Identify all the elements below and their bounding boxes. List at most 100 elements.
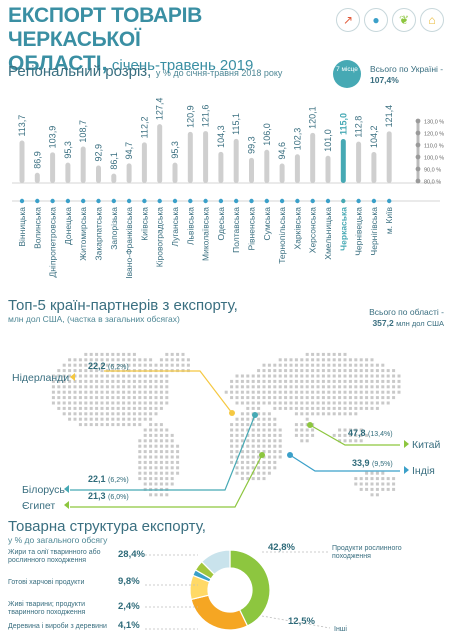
category-dot-18	[295, 198, 300, 204]
category-dot-11	[188, 198, 193, 204]
country-marker-3[interactable]	[252, 412, 258, 418]
leader-line-2	[289, 454, 400, 472]
category-dot-7	[126, 198, 132, 204]
partners-total: Всього по області - 357,2 млн дол США	[350, 307, 444, 329]
donut-value-0: 42,8%	[268, 542, 295, 553]
scale-tick-label-4: 120,0 %	[424, 132, 444, 138]
partners-heading-block: Топ-5 країн-партнерів з експорту, млн до…	[8, 297, 238, 324]
person-icon[interactable]: ●	[364, 8, 388, 32]
title-period: січень-травень 2019	[111, 57, 254, 74]
pointer-2	[404, 466, 409, 474]
title-line1: ЕКСПОРТ ТОВАРІВ ЧЕРКАСЬКОЇ	[8, 4, 202, 51]
bar-value-label-12: 121,6	[201, 105, 211, 128]
bar-value-label-6: 86,1	[109, 152, 119, 170]
bar-value-label-2: 103,9	[48, 126, 58, 149]
leader-line-4	[70, 454, 263, 508]
scale-dot-5	[415, 118, 421, 124]
bar-21	[340, 139, 346, 183]
bar-6	[111, 173, 117, 183]
partner-value-4: 21,3 (6,0%)	[88, 491, 129, 501]
structure-subheading: у % до загального обсягу	[8, 535, 108, 545]
country-marker-2[interactable]	[287, 452, 293, 458]
category-dot-13	[218, 198, 224, 204]
donut-slice-0	[229, 549, 271, 627]
partners-total-unit: млн дол США	[396, 319, 444, 328]
category-dot-3	[65, 198, 71, 204]
partners-total-label: Всього по області -	[369, 307, 444, 317]
scale-dot-4	[415, 130, 421, 136]
category-dot-6	[111, 198, 117, 204]
bar-4	[80, 146, 86, 183]
category-dot-0	[19, 198, 25, 204]
bar-value-label-20: 101,0	[323, 129, 333, 152]
regional-heading: Регіональний розріз,	[8, 63, 152, 80]
rank-badge: 7 місце	[333, 60, 361, 88]
bar-value-label-5: 92,9	[94, 144, 104, 162]
donut-value-5: 12,5%	[288, 616, 315, 627]
category-dot-2	[50, 198, 55, 204]
ukraine-total-value: 107,4%	[370, 75, 399, 85]
category-dot-23	[371, 198, 377, 204]
partner-country-3: Білорусь	[22, 484, 65, 496]
category-dot-1	[35, 198, 40, 204]
donut-value-2: 9,8%	[118, 576, 140, 587]
category-label-12: Миколаївська	[201, 207, 211, 261]
bar-18	[294, 154, 300, 183]
country-marker-0[interactable]	[229, 410, 235, 416]
scale-dot-1	[415, 166, 421, 172]
category-label-5: Закарпатська	[94, 207, 104, 261]
bar-11	[187, 131, 193, 183]
bar-value-label-3: 95,3	[63, 141, 73, 159]
bar-16	[264, 149, 270, 183]
title-line2: ОБЛАСТІ,	[8, 52, 108, 75]
bar-value-label-23: 104,2	[369, 125, 379, 148]
scale-tick-label-1: 90,0 %	[424, 168, 441, 174]
country-marker-1[interactable]	[307, 422, 313, 428]
partner-value-0: 22,2 (6,2%)	[88, 361, 129, 371]
chart-icon[interactable]: ↗	[336, 8, 360, 32]
bar-value-label-17: 94,6	[277, 142, 287, 160]
category-dot-16	[264, 198, 269, 204]
scale-dot-0	[415, 178, 421, 184]
category-label-2: Дніпропетровська	[48, 207, 58, 278]
category-dot-19	[310, 198, 315, 204]
donut-value-3: 2,4%	[118, 601, 140, 612]
bar-14	[233, 138, 239, 183]
scale-dot-3	[415, 142, 421, 148]
category-label-19: Херсонська	[308, 207, 318, 253]
category-label-20: Хмельницька	[323, 207, 333, 260]
country-marker-4[interactable]	[259, 452, 265, 458]
bar-value-label-10: 95,3	[170, 141, 180, 159]
category-dot-8	[142, 198, 147, 204]
donut-value-1: 28,4%	[118, 549, 145, 560]
world-map-dots	[51, 352, 401, 497]
structure-heading-block: Товарна структура експорту, у % до загал…	[8, 518, 206, 545]
bar-22	[356, 141, 362, 183]
bar-3	[65, 162, 71, 183]
scale-tick-label-5: 130,0 %	[424, 120, 444, 126]
regional-subheading: у % до січня-травня 2018 року	[155, 68, 283, 78]
icon-bar: ↗ ● ❦ ⌂	[336, 8, 444, 32]
category-label-14: Полтавська	[231, 207, 241, 253]
bar-value-label-21: 115,0	[338, 113, 348, 135]
category-dot-5	[96, 198, 101, 204]
bar-value-label-8: 112,2	[139, 117, 149, 139]
category-label-13: Одеська	[216, 207, 226, 241]
structure-donut-chart: Жири та олії тваринного або рослинного по…	[8, 542, 402, 633]
category-label-7: Івано-Франківська	[124, 207, 134, 279]
bar-24	[386, 131, 392, 183]
bar-value-label-7: 94,7	[124, 142, 134, 160]
category-label-22: Чернівецька	[354, 207, 364, 256]
category-label-21: Черкаська	[338, 207, 348, 251]
partner-country-0: Нідерланди	[12, 372, 69, 384]
bar-value-label-14: 115,1	[231, 113, 241, 135]
category-label-1: Волинська	[32, 207, 42, 249]
scale-dot-2	[415, 154, 421, 160]
category-label-9: Кіровоградська	[155, 207, 165, 268]
regional-heading-block: Регіональний розріз, у % до січня-травня…	[8, 63, 282, 81]
partners-map: 22,2 (6,2%) Нідерланди 47,8 (13,4%) Китай 33…	[12, 352, 441, 512]
leaf-icon[interactable]: ❦	[392, 8, 416, 32]
bar-10	[172, 162, 178, 183]
partner-value-3: 22,1 (6,2%)	[88, 474, 129, 484]
house-icon[interactable]: ⌂	[420, 8, 444, 32]
